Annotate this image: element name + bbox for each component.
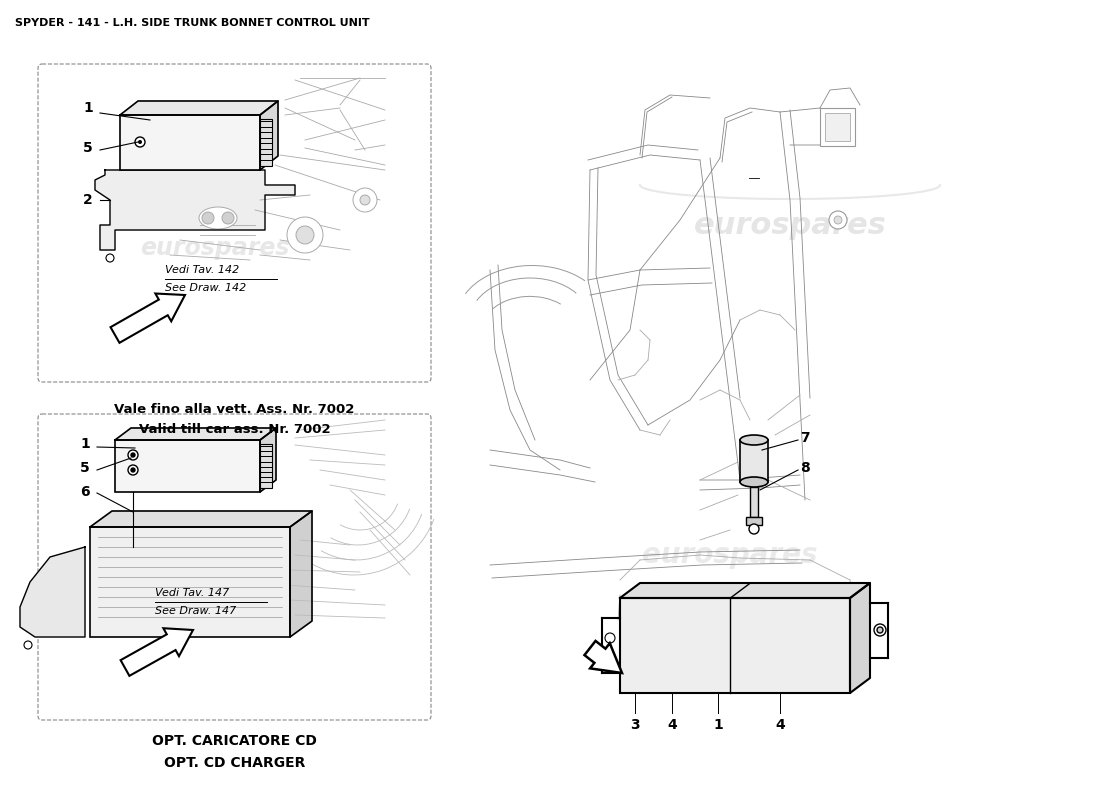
Text: 1: 1 — [84, 101, 92, 115]
Text: SPYDER - 141 - L.H. SIDE TRUNK BONNET CONTROL UNIT: SPYDER - 141 - L.H. SIDE TRUNK BONNET CO… — [15, 18, 370, 28]
Circle shape — [24, 641, 32, 649]
Text: 1: 1 — [80, 437, 90, 451]
Text: Vale fino alla vett. Ass. Nr. 7002: Vale fino alla vett. Ass. Nr. 7002 — [114, 403, 354, 416]
Circle shape — [874, 624, 886, 636]
FancyArrow shape — [584, 641, 621, 673]
Polygon shape — [260, 101, 278, 170]
Bar — [746, 517, 762, 525]
Text: See Draw. 147: See Draw. 147 — [155, 606, 236, 616]
Circle shape — [135, 137, 145, 147]
Bar — [116, 440, 260, 492]
Circle shape — [353, 188, 377, 212]
Text: eurospares: eurospares — [141, 236, 290, 260]
Text: 2: 2 — [84, 193, 92, 207]
Circle shape — [106, 254, 114, 262]
Bar — [740, 440, 768, 482]
Bar — [620, 598, 850, 693]
Polygon shape — [90, 511, 312, 527]
Text: Vedi Tav. 147: Vedi Tav. 147 — [155, 588, 229, 598]
Circle shape — [749, 524, 759, 534]
Polygon shape — [620, 583, 870, 598]
FancyBboxPatch shape — [39, 64, 431, 382]
Circle shape — [829, 211, 847, 229]
Bar — [750, 487, 758, 517]
Text: 1: 1 — [713, 718, 723, 732]
Text: eurospares: eurospares — [642, 541, 817, 569]
Circle shape — [131, 453, 135, 457]
Text: See Draw. 142: See Draw. 142 — [165, 283, 246, 293]
Text: 6: 6 — [80, 485, 90, 499]
Text: 7: 7 — [800, 431, 810, 445]
FancyBboxPatch shape — [39, 414, 431, 720]
Circle shape — [877, 627, 883, 633]
Polygon shape — [260, 428, 276, 492]
FancyArrow shape — [121, 628, 192, 676]
Bar — [120, 115, 260, 170]
Circle shape — [360, 195, 370, 205]
Circle shape — [287, 217, 323, 253]
Text: OPT. CARICATORE CD: OPT. CARICATORE CD — [152, 734, 317, 748]
Ellipse shape — [740, 477, 768, 487]
Text: 8: 8 — [800, 461, 810, 475]
Circle shape — [202, 212, 215, 224]
Circle shape — [138, 140, 142, 144]
Circle shape — [834, 216, 842, 224]
Bar — [90, 527, 290, 637]
Text: eurospares: eurospares — [694, 210, 887, 239]
Bar — [825, 113, 850, 141]
Text: eurospares: eurospares — [133, 570, 283, 594]
Polygon shape — [20, 547, 85, 637]
Circle shape — [128, 450, 138, 460]
Text: Vedi Tav. 142: Vedi Tav. 142 — [165, 265, 240, 275]
Circle shape — [605, 633, 615, 643]
Ellipse shape — [740, 435, 768, 445]
Circle shape — [131, 468, 135, 472]
Bar — [260, 119, 272, 166]
Text: 5: 5 — [80, 461, 90, 475]
Circle shape — [128, 465, 138, 475]
Ellipse shape — [199, 207, 236, 229]
Text: 3: 3 — [630, 718, 640, 732]
Text: 4: 4 — [776, 718, 785, 732]
Polygon shape — [290, 511, 312, 637]
Text: OPT. CD CHARGER: OPT. CD CHARGER — [164, 756, 305, 770]
Circle shape — [222, 212, 234, 224]
Bar — [820, 108, 855, 146]
Polygon shape — [95, 170, 295, 250]
Circle shape — [605, 653, 615, 663]
Text: 5: 5 — [84, 141, 92, 155]
Text: 4: 4 — [667, 718, 676, 732]
Polygon shape — [120, 101, 278, 115]
Polygon shape — [850, 583, 870, 693]
FancyArrow shape — [110, 294, 185, 343]
Text: Valid till car ass. Nr. 7002: Valid till car ass. Nr. 7002 — [139, 423, 330, 436]
Polygon shape — [116, 428, 276, 440]
Circle shape — [296, 226, 314, 244]
Bar — [260, 444, 272, 488]
